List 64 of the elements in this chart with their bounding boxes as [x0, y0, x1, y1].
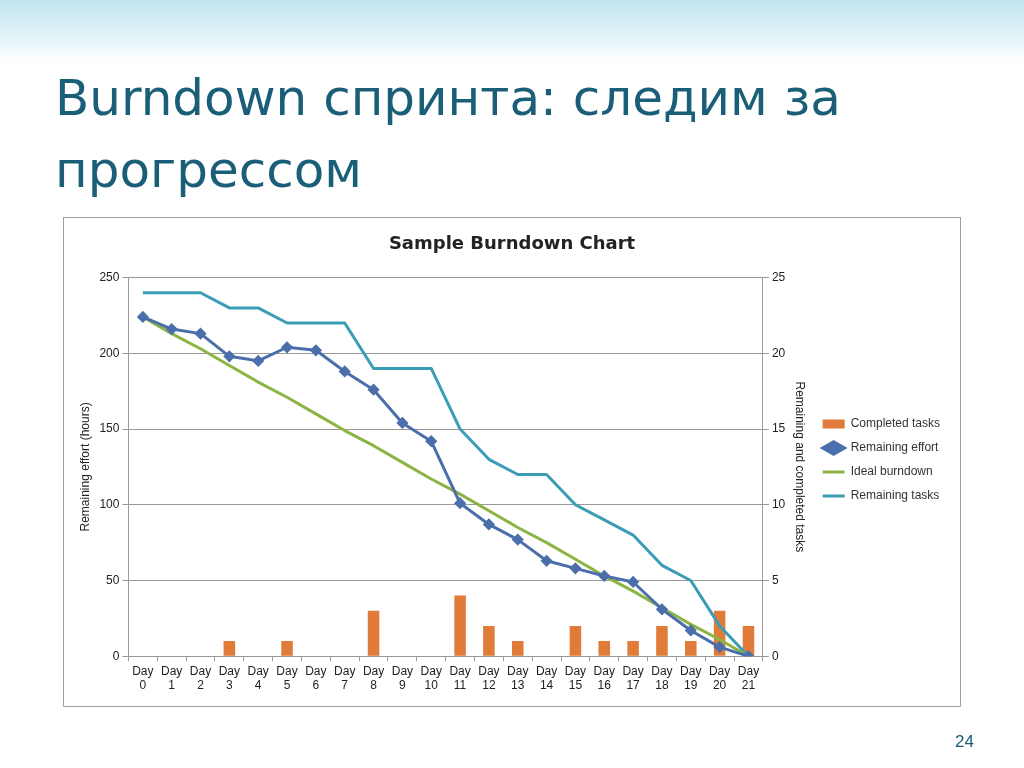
point	[425, 435, 437, 447]
x-tick-label: Day 8	[362, 663, 385, 693]
y-tick-label: 150	[99, 421, 120, 436]
point	[137, 311, 149, 323]
y2-tick-label: 15	[771, 421, 786, 436]
x-tick-label: Day 0	[132, 663, 154, 693]
point	[281, 341, 293, 353]
y2-tick-label: 0	[771, 648, 779, 663]
x-tick-label: Day 17	[622, 663, 644, 693]
y-tick-label: 250	[99, 269, 120, 284]
point	[627, 576, 639, 588]
x-tick-label: Day 11	[449, 663, 471, 693]
x-tick-label: Day 10	[420, 663, 442, 693]
x-tick-label: Day 19	[680, 663, 702, 693]
y2-tick-label: 5	[771, 572, 779, 587]
point	[310, 344, 322, 356]
x-tick-label: Day 5	[276, 663, 298, 693]
point	[223, 350, 235, 362]
point	[541, 555, 553, 567]
x-tick-label: Day 13	[507, 663, 529, 693]
x-tick-label: Day 18	[651, 663, 673, 693]
text: 24	[955, 732, 974, 752]
point	[368, 384, 380, 396]
point	[685, 624, 697, 636]
y2-axis-title: Remaining and completed tasks	[793, 381, 808, 553]
x-tick-label: Day 12	[478, 663, 500, 693]
x-tick-label: Day 21	[737, 663, 760, 693]
chart-title: Sample Burndown Chart	[388, 232, 636, 254]
x-tick-label: Day 20	[708, 663, 731, 693]
point	[454, 497, 466, 509]
point	[252, 355, 264, 367]
point	[396, 417, 408, 429]
point	[166, 323, 178, 335]
x-tick-label: Day 4	[247, 663, 269, 693]
x-tick-label: Day 1	[161, 663, 183, 693]
chart-subtitle: Burndown спринта: следим за прогрессом	[55, 68, 842, 201]
y-tick-label: 200	[99, 345, 120, 360]
y2-tick-label: 20	[771, 345, 786, 360]
point	[512, 534, 524, 546]
legend-label: Remaining effort	[850, 440, 940, 455]
y-tick-label: 0	[112, 648, 120, 663]
y-axis-title: Remaining effort (hours)	[77, 402, 92, 532]
point	[714, 641, 726, 653]
x-tick-label: Day 9	[391, 663, 414, 693]
x-tick-label: Day 2	[189, 663, 212, 693]
point	[569, 562, 581, 574]
point	[598, 570, 610, 582]
legend-label: Ideal burndown	[850, 464, 933, 479]
legend-label: Remaining tasks	[850, 488, 940, 503]
point	[483, 518, 495, 530]
y-tick-label: 100	[99, 497, 120, 512]
x-tick-label: Day 15	[564, 663, 587, 693]
x-tick-label: Day 3	[218, 663, 241, 693]
y2-tick-label: 25	[771, 269, 786, 284]
point	[339, 365, 351, 377]
legend-label: Completed tasks	[850, 416, 940, 431]
x-tick-label: Day 7	[334, 663, 356, 693]
y-tick-label: 50	[106, 572, 120, 587]
point	[656, 603, 668, 615]
x-tick-label: Day 6	[305, 663, 327, 693]
x-tick-label: Day 14	[535, 663, 558, 693]
y2-tick-label: 10	[771, 497, 786, 512]
x-tick-label: Day 16	[593, 663, 615, 693]
point	[195, 328, 207, 340]
